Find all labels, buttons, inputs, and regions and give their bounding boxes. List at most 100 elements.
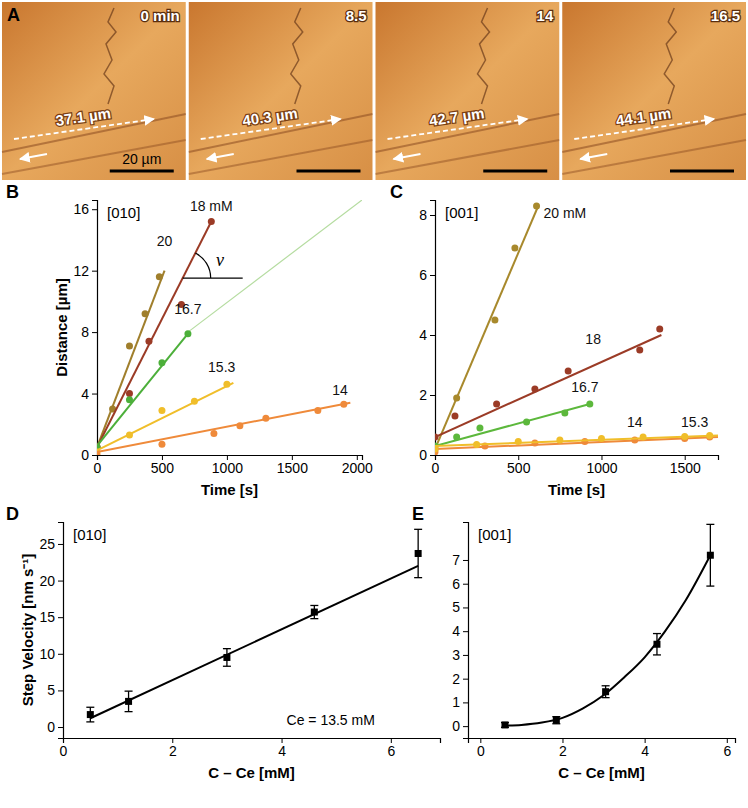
x-tick-label: 6 — [723, 743, 731, 759]
x-tick: 0 — [432, 455, 440, 476]
data-point — [311, 609, 318, 616]
data-point — [158, 359, 165, 366]
y-tick-mark — [463, 655, 468, 656]
error-cap — [125, 690, 133, 691]
x-tick: 2 — [559, 738, 567, 759]
y-axis: 01234567 — [452, 523, 468, 739]
angle-reference — [183, 277, 243, 278]
data-point — [223, 654, 230, 661]
data-point — [598, 435, 605, 442]
x-tick-label: 1000 — [586, 460, 617, 476]
data-point — [223, 381, 230, 388]
y-tick-mark — [430, 215, 435, 216]
y-tick-mark — [58, 544, 63, 545]
plot-area — [435, 203, 718, 456]
data-point — [523, 419, 530, 426]
error-cap — [310, 605, 318, 606]
distance-label: 37.1 µm — [55, 104, 112, 129]
x-tick-label: 500 — [507, 460, 531, 476]
x-axis-title: Time [s] — [548, 481, 605, 498]
data-point — [126, 390, 133, 397]
y-tick: 4 — [452, 623, 468, 639]
y-tick: 8 — [81, 324, 97, 340]
step-edge — [291, 8, 303, 104]
series-label: 18 mM — [190, 198, 233, 214]
y-tick-mark — [92, 394, 97, 395]
y-tick-label: 7 — [452, 552, 460, 568]
y-tick-mark — [92, 455, 97, 456]
image-frame: 44.1 µm16.5 — [562, 2, 746, 180]
step-edge — [478, 8, 490, 104]
series — [97, 330, 191, 451]
panel-title: [001] — [445, 204, 478, 221]
series-label: 18 — [585, 331, 601, 347]
y-tick-label: 16 — [73, 201, 89, 217]
data-point — [602, 688, 609, 695]
x-axis: 0246 — [60, 738, 441, 759]
scale-bar — [297, 170, 361, 173]
series — [97, 401, 350, 455]
x-tick: 4 — [278, 738, 286, 759]
y-tick: 4 — [81, 386, 97, 402]
error-cap — [223, 666, 231, 667]
y-tick-mark — [463, 726, 468, 727]
data-point — [501, 721, 508, 728]
y-tick-mark — [92, 332, 97, 333]
series — [97, 218, 215, 451]
panel-texts: 2018 mM16.715.314[010]Time [s]Distance [… — [6, 182, 348, 498]
error-cap — [602, 685, 610, 686]
y-axis-line — [92, 201, 98, 456]
error-cap — [86, 721, 94, 722]
angle-arc — [195, 253, 210, 278]
y-tick: 8 — [419, 207, 435, 223]
data-point — [491, 317, 498, 324]
image-frame: 40.3 µm8.5 — [189, 2, 373, 180]
series-label: 14 — [332, 382, 348, 398]
data-point — [158, 441, 165, 448]
step-edge — [376, 140, 560, 174]
y-tick-label: 10 — [39, 646, 55, 662]
data-point — [145, 338, 152, 345]
step-edge — [2, 140, 186, 174]
y-tick-label: 6 — [419, 267, 427, 283]
y-tick-mark — [430, 335, 435, 336]
y-tick: 10 — [39, 646, 63, 662]
y-tick: 15 — [39, 609, 63, 625]
data-point — [553, 717, 560, 724]
panel-title: [001] — [478, 526, 511, 543]
x-axis-title: Time [s] — [201, 481, 258, 498]
error-cap — [310, 618, 318, 619]
series-label: 20 — [157, 233, 173, 249]
y-tick-mark — [463, 631, 468, 632]
panel-images: 37.1 µm0 min20 µmA40.3 µm8.542.7 µm1444.… — [2, 2, 746, 180]
data-point — [97, 452, 101, 456]
y-tick: 0 — [452, 718, 468, 734]
x-tick-label: 500 — [151, 460, 175, 476]
distance-label: 42.7 µm — [428, 104, 485, 129]
time-label: 16.5 — [711, 7, 740, 24]
x-tick: 4 — [641, 738, 649, 759]
plot-area — [501, 524, 714, 728]
panel-letter: B — [6, 182, 19, 202]
y-tick: 0 — [47, 719, 63, 735]
data-point — [435, 434, 439, 441]
angle-label: v — [216, 250, 224, 270]
data-point — [435, 446, 439, 453]
y-axis-title: Distance [µm] — [53, 278, 70, 377]
data-point — [184, 330, 191, 337]
fit-line — [435, 404, 590, 446]
data-point — [142, 310, 149, 317]
series — [435, 432, 718, 453]
y-tick-label: 5 — [47, 682, 55, 698]
data-point — [476, 425, 483, 432]
y-tick: 6 — [419, 267, 435, 283]
x-tick-label: 0 — [94, 460, 102, 476]
data-point — [87, 711, 94, 718]
error-cap — [125, 711, 133, 712]
error-cap — [653, 654, 661, 655]
data-point — [511, 245, 518, 252]
y-tick-mark — [463, 702, 468, 703]
solid-arrow — [580, 154, 607, 159]
y-tick-mark — [58, 690, 63, 691]
data-point — [653, 641, 660, 648]
